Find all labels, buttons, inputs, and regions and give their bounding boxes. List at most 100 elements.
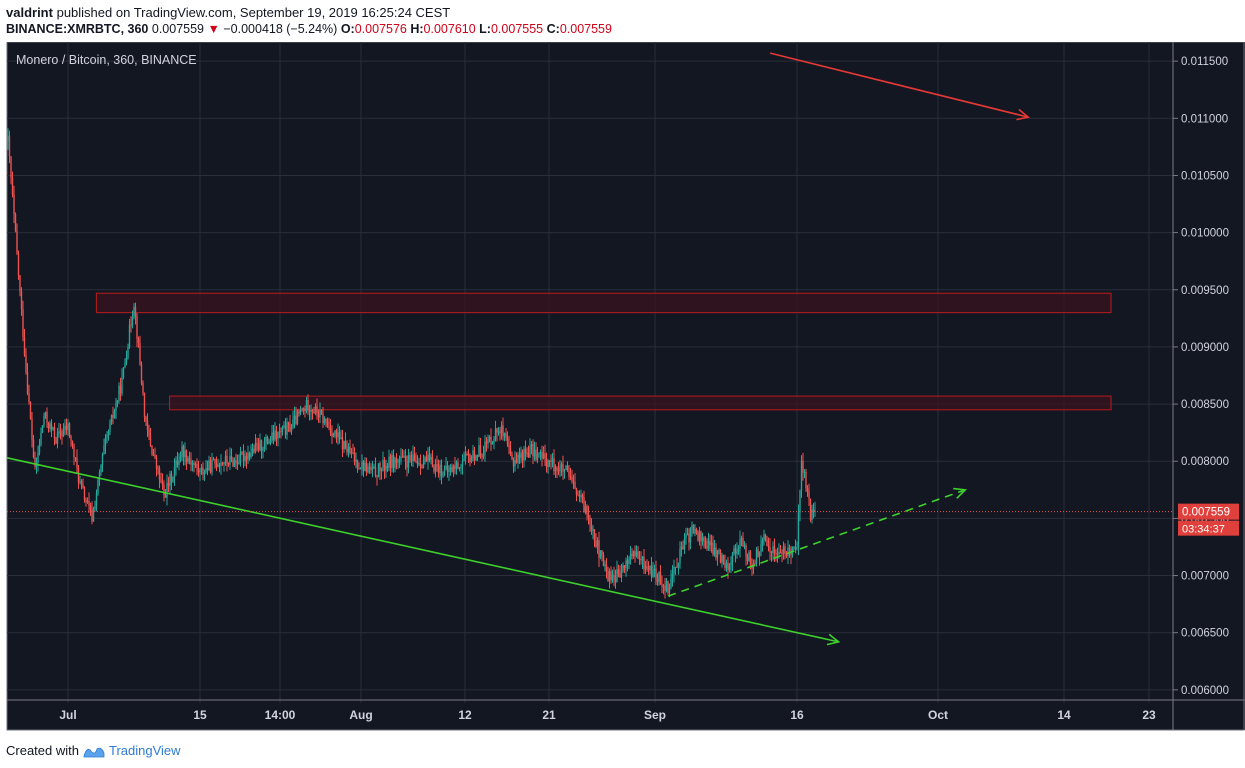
candle-down[interactable] (17, 253, 20, 276)
candle-up[interactable] (400, 456, 402, 461)
candle-down[interactable] (341, 437, 344, 450)
candle-down[interactable] (80, 481, 83, 485)
candle-up[interactable] (56, 432, 59, 444)
candle-down[interactable] (601, 550, 603, 555)
candle-up[interactable] (181, 446, 183, 457)
candle-up[interactable] (391, 454, 393, 468)
candle-up[interactable] (434, 464, 437, 472)
candle-up[interactable] (691, 525, 693, 528)
candle-up[interactable] (604, 564, 606, 567)
candle-down[interactable] (206, 468, 209, 471)
candle-up[interactable] (40, 432, 42, 445)
candle-down[interactable] (553, 458, 555, 472)
candle-down[interactable] (338, 432, 341, 440)
candle-down[interactable] (19, 275, 21, 292)
candle-down[interactable] (437, 466, 440, 474)
candle-down[interactable] (289, 423, 291, 432)
candle-up[interactable] (371, 466, 374, 470)
candle-up[interactable] (644, 566, 647, 570)
candle-down[interactable] (634, 551, 636, 556)
candle-up[interactable] (710, 542, 713, 546)
candle-down[interactable] (712, 542, 714, 555)
candle-down[interactable] (574, 482, 576, 489)
candle-down[interactable] (757, 549, 759, 557)
candle-up[interactable] (101, 454, 104, 466)
candle-down[interactable] (322, 413, 324, 424)
candle-down[interactable] (328, 426, 330, 428)
candle-down[interactable] (467, 454, 470, 456)
candle-down[interactable] (727, 562, 729, 570)
candle-down[interactable] (245, 456, 248, 460)
candle-up[interactable] (86, 501, 89, 503)
candle-up[interactable] (599, 550, 602, 558)
candle-down[interactable] (362, 461, 365, 471)
candle-up[interactable] (293, 415, 296, 420)
candle-up[interactable] (674, 566, 677, 568)
candle-up[interactable] (811, 509, 813, 520)
candle-up[interactable] (332, 433, 335, 437)
candle-up[interactable] (730, 562, 732, 566)
candle-up[interactable] (49, 423, 51, 429)
candle-up[interactable] (701, 537, 704, 542)
candle-down[interactable] (182, 446, 185, 458)
price-axis[interactable] (1173, 42, 1245, 730)
candle-up[interactable] (665, 581, 668, 591)
candle-up[interactable] (683, 538, 686, 550)
candle-down[interactable] (676, 566, 678, 568)
candle-down[interactable] (610, 571, 612, 581)
candle-up[interactable] (67, 423, 69, 430)
candle-down[interactable] (218, 464, 221, 466)
candle-down[interactable] (809, 498, 812, 520)
candle-down[interactable] (370, 467, 372, 470)
candle-up[interactable] (278, 431, 281, 433)
candle-up[interactable] (439, 464, 441, 474)
candle-up[interactable] (377, 463, 380, 477)
candle-up[interactable] (271, 432, 273, 441)
candle-up[interactable] (800, 460, 803, 491)
candle-down[interactable] (316, 406, 318, 415)
candle-down[interactable] (241, 451, 243, 454)
candle-up[interactable] (310, 409, 312, 412)
candle-down[interactable] (76, 457, 78, 468)
candle-down[interactable] (10, 156, 12, 178)
candle-down[interactable] (148, 430, 150, 436)
candle-up[interactable] (533, 449, 536, 457)
candle-down[interactable] (176, 460, 179, 465)
candle-down[interactable] (527, 452, 530, 458)
candle-down[interactable] (586, 506, 588, 515)
candle-down[interactable] (88, 501, 90, 506)
candle-down[interactable] (575, 488, 578, 495)
candle-up[interactable] (560, 464, 563, 467)
candle-down[interactable] (248, 453, 251, 458)
candle-down[interactable] (524, 448, 527, 453)
candle-down[interactable] (617, 569, 620, 575)
candle-up[interactable] (430, 456, 432, 461)
candle-down[interactable] (722, 555, 725, 564)
candle-up[interactable] (233, 460, 236, 467)
candle-down[interactable] (235, 460, 237, 462)
candle-down[interactable] (301, 410, 303, 412)
candle-down[interactable] (215, 463, 218, 468)
candle-down[interactable] (257, 444, 260, 450)
price-chart[interactable]: 0.0060000.0065000.0070000.0075000.008000… (0, 41, 1245, 732)
candle-up[interactable] (169, 473, 171, 486)
candle-down[interactable] (386, 465, 389, 468)
candle-down[interactable] (28, 393, 30, 402)
candle-up[interactable] (211, 460, 213, 473)
candle-up[interactable] (52, 427, 54, 430)
candle-up[interactable] (442, 475, 444, 477)
candle-down[interactable] (808, 490, 810, 499)
candle-up[interactable] (37, 452, 39, 463)
candle-down[interactable] (541, 452, 543, 459)
candle-down[interactable] (590, 524, 593, 531)
candle-up[interactable] (629, 553, 632, 560)
candle-down[interactable] (457, 462, 459, 469)
candle-down[interactable] (508, 444, 510, 448)
candle-up[interactable] (464, 454, 467, 459)
candle-up[interactable] (127, 347, 129, 359)
candle-up[interactable] (173, 467, 176, 477)
candle-down[interactable] (308, 410, 311, 412)
candle-up[interactable] (191, 463, 194, 465)
candle-down[interactable] (598, 540, 600, 558)
candle-down[interactable] (226, 455, 228, 463)
